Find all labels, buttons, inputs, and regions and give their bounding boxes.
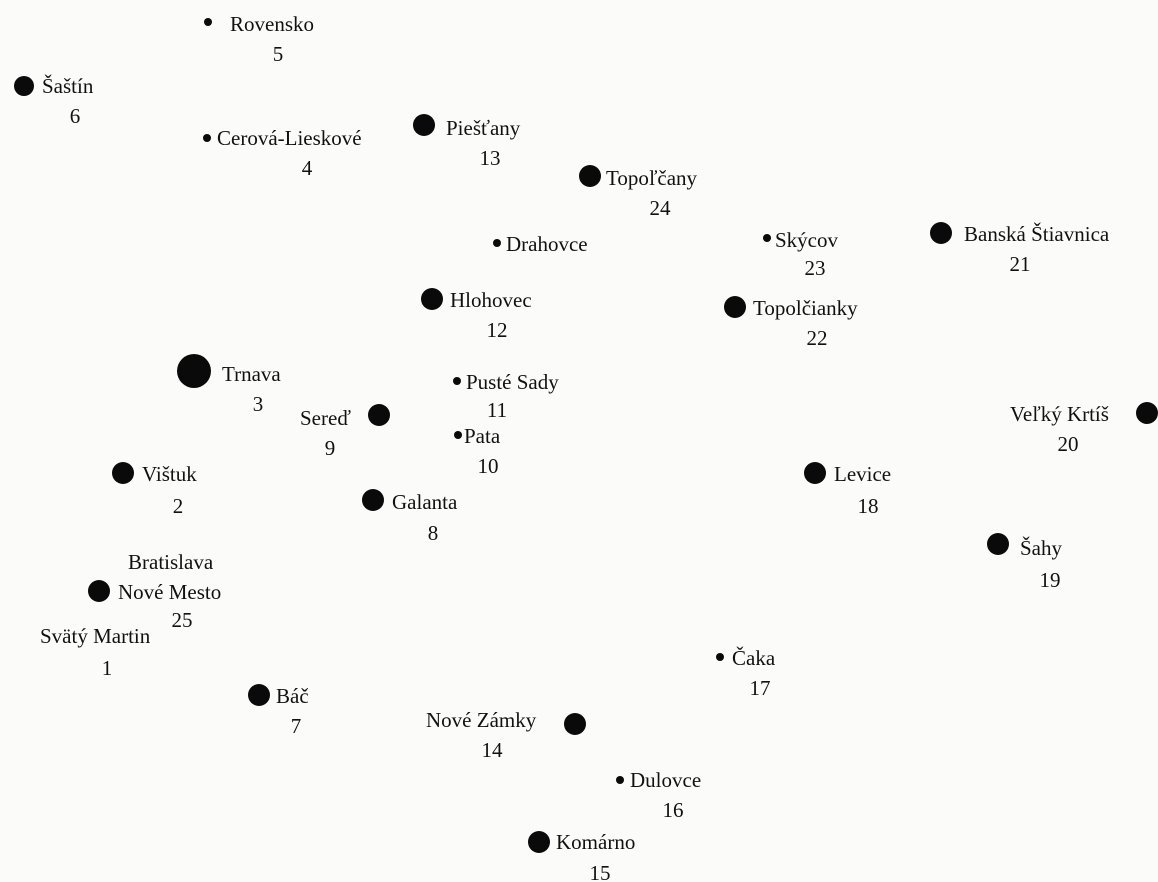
place-dot	[564, 713, 586, 735]
place-dot	[413, 114, 435, 136]
place-dot	[177, 354, 211, 388]
place-name: Nové Zámky	[426, 708, 537, 732]
place-name: Topoľčany	[606, 166, 698, 190]
place-dot	[454, 431, 462, 439]
place-name: Cerová-Lieskové	[217, 126, 362, 150]
place-number: 4	[302, 156, 313, 180]
place-number: 25	[172, 608, 193, 632]
place-name: Nové Mesto	[118, 580, 221, 604]
place-number: 1	[102, 656, 113, 680]
place-number: 20	[1058, 432, 1079, 456]
place-name: Piešťany	[446, 116, 521, 140]
place-name: Rovensko	[230, 12, 314, 36]
place-dot	[616, 776, 624, 784]
place-number: 21	[1010, 252, 1031, 276]
place-dot	[763, 234, 771, 242]
place-name: Šahy	[1020, 536, 1063, 560]
place-name: Banská Štiavnica	[964, 222, 1110, 246]
place-name: Dulovce	[630, 768, 701, 792]
place-dot	[14, 76, 34, 96]
place-dot	[453, 377, 461, 385]
place-number: 10	[478, 454, 499, 478]
place-name: Vištuk	[142, 462, 197, 486]
place-number: 23	[805, 256, 826, 280]
place-number: 19	[1040, 568, 1061, 592]
place-number: 8	[428, 521, 439, 545]
place-name: Trnava	[222, 362, 281, 386]
place-dot	[421, 288, 443, 310]
place-number: 11	[487, 398, 507, 422]
place-dot	[724, 296, 746, 318]
place-name: Komárno	[556, 830, 635, 854]
place-name: Čaka	[732, 646, 776, 670]
place-name: Svätý Martin	[40, 624, 151, 648]
place-number: 5	[273, 42, 284, 66]
place-number: 24	[650, 196, 672, 220]
place-number: 6	[70, 104, 81, 128]
place-dot	[1136, 402, 1158, 424]
place-number: 3	[253, 392, 264, 416]
place-dot	[248, 684, 270, 706]
place-name: Skýcov	[775, 228, 839, 252]
place-name: Sereď	[300, 406, 351, 430]
place-dot	[368, 404, 390, 426]
place-dot	[987, 533, 1009, 555]
place-dot	[88, 580, 110, 602]
place-dot	[362, 489, 384, 511]
place-dot	[579, 165, 601, 187]
place-number: 2	[173, 494, 184, 518]
place-number: 22	[807, 326, 828, 350]
place-dot	[528, 831, 550, 853]
place-name: Galanta	[392, 490, 458, 514]
place-dot	[804, 462, 826, 484]
place-number: 14	[482, 738, 504, 762]
place-dot	[930, 222, 952, 244]
place-name: Veľký Krtíš	[1010, 402, 1109, 426]
place-name: Pata	[464, 424, 501, 448]
place-dot	[203, 134, 211, 142]
place-number: 17	[750, 676, 771, 700]
place-name: Topolčianky	[753, 296, 858, 320]
place-number: 7	[291, 714, 302, 738]
place-name: Báč	[276, 684, 309, 708]
place-number: 13	[480, 146, 501, 170]
place-dot	[493, 239, 501, 247]
place-dot	[716, 653, 724, 661]
place-name: Hlohovec	[450, 288, 532, 312]
place-name: Pusté Sady	[466, 370, 559, 394]
place-number: 15	[590, 861, 611, 882]
place-name: Bratislava	[128, 550, 214, 574]
place-number: 18	[858, 494, 879, 518]
place-name: Drahovce	[506, 232, 588, 256]
place-name: Šaštín	[42, 74, 94, 98]
place-number: 12	[487, 318, 508, 342]
place-number: 9	[325, 436, 336, 460]
place-dot	[112, 462, 134, 484]
place-name: Levice	[834, 462, 891, 486]
place-dot	[204, 18, 212, 26]
place-number: 16	[663, 798, 684, 822]
